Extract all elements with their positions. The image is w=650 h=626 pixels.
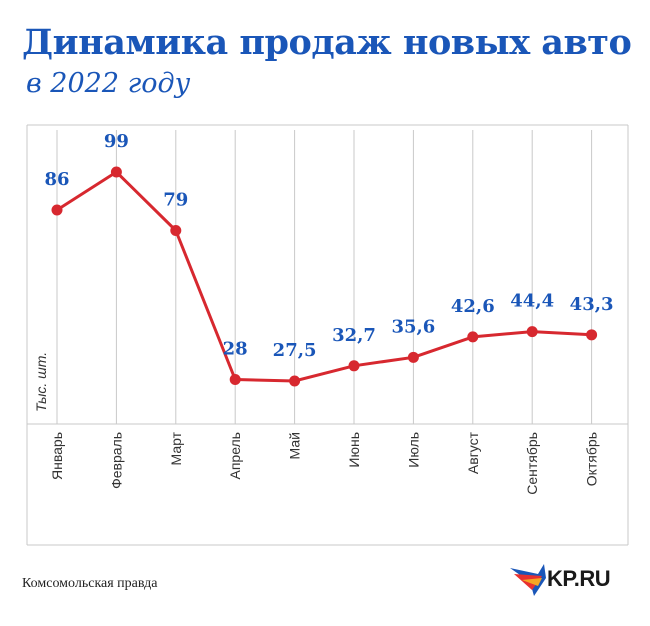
data-point (407, 351, 419, 363)
data-point (348, 360, 360, 372)
chart-title: Динамика продаж новых авто (22, 22, 632, 63)
data-point (51, 204, 63, 216)
data-label: 86 (44, 169, 69, 190)
x-tick-label: Март (168, 431, 184, 465)
x-tick-label: Апрель (227, 432, 243, 480)
data-label: 99 (104, 131, 129, 152)
labels-layer: 86 99 79 28 27,5 32,7 35,6 42,6 44,4 43,3 (44, 131, 613, 361)
grid-layer (56, 130, 593, 424)
data-label: 42,6 (451, 296, 495, 317)
frame-layer (26, 124, 629, 546)
series-line (56, 170, 592, 383)
y-axis-label: Тыс. шт. (33, 352, 49, 412)
data-point (229, 374, 241, 386)
x-tick-label: Февраль (108, 432, 124, 489)
x-tick-label: Июнь (346, 432, 362, 468)
data-label: 43,3 (570, 294, 614, 315)
logo-text: KP.RU (547, 566, 611, 591)
tick-labels-layer: Январь Февраль Март Апрель Май Июнь Июль Август… (49, 431, 600, 494)
x-tick-label: Сентябрь (524, 432, 540, 495)
data-label: 32,7 (332, 325, 376, 346)
data-label: 44,4 (510, 291, 554, 312)
data-point (110, 166, 122, 178)
series-layer (56, 170, 592, 383)
data-point (526, 326, 538, 338)
data-label: 35,6 (391, 316, 435, 337)
data-point (289, 375, 301, 387)
x-tick-label: Май (287, 432, 303, 459)
x-tick-label: Январь (49, 432, 65, 480)
data-label: 27,5 (273, 340, 317, 361)
x-tick-label: Октябрь (584, 432, 600, 486)
data-point (586, 329, 598, 341)
points-layer (51, 166, 598, 387)
x-tick-label: Август (465, 431, 481, 474)
chart-subtitle: в 2022 году (26, 68, 191, 99)
source-credit: Комсомольская правда (22, 576, 158, 591)
data-label: 28 (223, 339, 248, 360)
data-label: 79 (163, 189, 188, 210)
x-tick-label: Июль (405, 432, 421, 468)
kp-logo-icon (510, 564, 546, 596)
data-point (467, 331, 479, 343)
data-point (170, 224, 182, 236)
